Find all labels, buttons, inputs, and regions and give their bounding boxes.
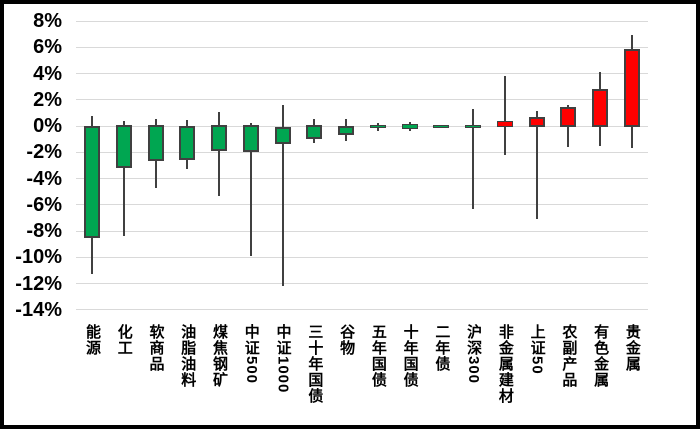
x-axis-category-label: 中证500 xyxy=(242,324,260,385)
gridline xyxy=(76,178,648,179)
candle-body-14 xyxy=(496,120,513,127)
candle-body-7 xyxy=(274,127,291,145)
candle-wick-15 xyxy=(535,110,538,220)
gridline xyxy=(76,46,648,48)
candle-body-17 xyxy=(592,88,609,128)
x-axis-category-label: 二年债 xyxy=(433,324,451,372)
candle-wick-5 xyxy=(218,111,221,196)
x-axis-category-label: 三十年国债 xyxy=(306,324,324,404)
x-axis-category-label: 煤焦钢矿 xyxy=(211,324,229,388)
x-axis-category-label: 中证1000 xyxy=(274,324,292,394)
gridline xyxy=(76,204,648,206)
x-axis-category-label: 沪深300 xyxy=(465,324,483,385)
y-axis-tick-label: 8% xyxy=(33,10,62,32)
candle-body-8 xyxy=(306,124,323,140)
x-axis-category-label: 油脂油料 xyxy=(179,324,197,388)
x-axis-category-label: 有色金属 xyxy=(592,324,610,388)
candle-body-6 xyxy=(242,124,259,152)
gridline xyxy=(76,256,648,258)
candle-wick-6 xyxy=(249,123,252,256)
x-axis-category-label: 软商品 xyxy=(147,324,165,372)
candle-body-5 xyxy=(211,124,228,151)
candle-wick-14 xyxy=(503,76,506,155)
x-axis-category-label: 化工 xyxy=(115,324,133,356)
y-axis-tick-label: -14% xyxy=(15,298,62,321)
y-axis-tick-label: 4% xyxy=(33,62,62,85)
candle-body-9 xyxy=(338,126,355,136)
y-axis-tick-label: 6% xyxy=(33,36,62,59)
gridline xyxy=(76,99,648,101)
candle-body-1 xyxy=(84,126,100,238)
gridline xyxy=(76,125,648,127)
candle-body-15 xyxy=(528,116,545,127)
candle-body-18 xyxy=(623,48,640,127)
candle-wick-2 xyxy=(122,121,125,237)
candle-body-2 xyxy=(115,124,132,168)
x-axis-category-label: 五年国债 xyxy=(369,324,387,388)
candle-body-11 xyxy=(401,124,418,130)
candle-wick-7 xyxy=(281,105,284,287)
y-axis-tick-label: -12% xyxy=(15,272,62,295)
x-axis-category-label: 能源 xyxy=(84,324,101,356)
gridline xyxy=(76,20,648,22)
gridline xyxy=(76,283,648,284)
candle-body-10 xyxy=(369,124,386,128)
x-axis-category-label: 十年国债 xyxy=(401,324,419,388)
candle-body-16 xyxy=(560,106,577,127)
candle-body-12 xyxy=(433,125,450,129)
gridline xyxy=(76,230,648,232)
y-axis-tick-label: -8% xyxy=(26,220,62,242)
y-axis-tick-label: -10% xyxy=(15,246,62,269)
x-axis-category-label: 谷物 xyxy=(338,324,356,356)
y-axis-tick-label: -6% xyxy=(26,193,62,216)
x-axis-category-label: 贵金属 xyxy=(623,324,641,372)
gridline xyxy=(76,73,648,74)
gridline xyxy=(76,151,648,153)
x-axis-category-label: 上证50 xyxy=(528,324,546,375)
candle-body-3 xyxy=(147,124,164,161)
candle-wick-13 xyxy=(472,108,475,210)
y-axis-tick-label: 2% xyxy=(33,88,62,111)
x-axis-category-label: 非金属建材 xyxy=(496,324,514,404)
candle-body-13 xyxy=(465,124,482,128)
y-axis-tick-label: -2% xyxy=(26,141,62,164)
candle-body-4 xyxy=(179,126,196,161)
y-axis-tick-label: 0% xyxy=(33,115,62,137)
gridline xyxy=(76,309,648,311)
x-axis-category-label: 农副产品 xyxy=(560,324,578,388)
y-axis-tick-label: -4% xyxy=(26,167,62,190)
